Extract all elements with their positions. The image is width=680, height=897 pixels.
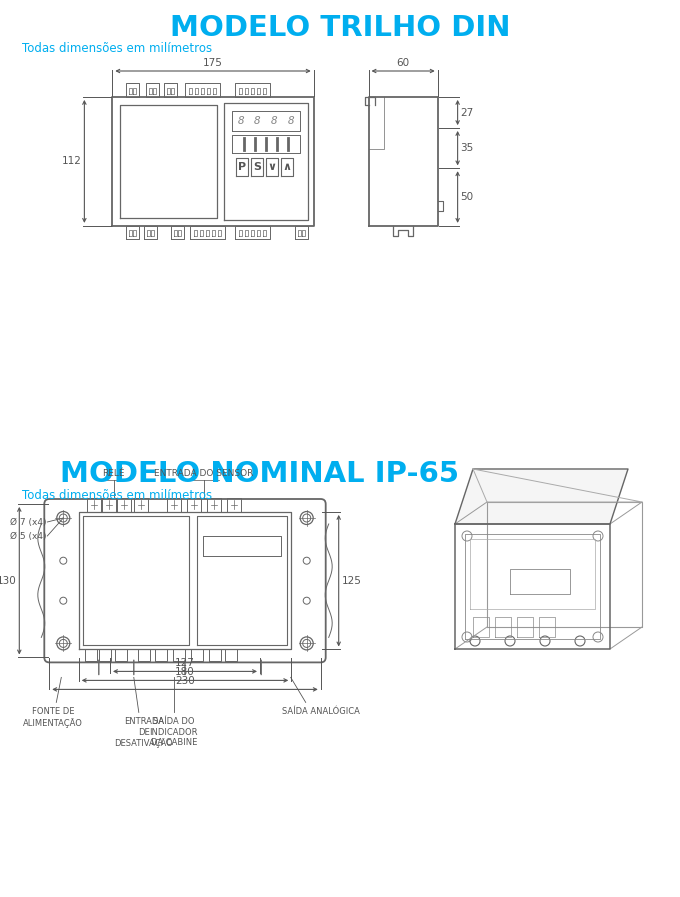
Text: RELÉ: RELÉ [103, 469, 125, 478]
Text: S: S [253, 162, 261, 172]
Text: 125: 125 [341, 576, 362, 586]
Text: 50: 50 [460, 192, 474, 202]
Text: 60: 60 [396, 58, 409, 68]
Text: 8: 8 [271, 116, 278, 126]
Text: FONTE DE
ALIMENTAÇÃO: FONTE DE ALIMENTAÇÃO [23, 708, 83, 727]
Text: ENTRADA
DE
DESATIVAÇÃO: ENTRADA DE DESATIVAÇÃO [114, 718, 173, 748]
Text: 8: 8 [288, 116, 294, 126]
Text: SAÍDA ANALÓGICA: SAÍDA ANALÓGICA [282, 708, 360, 717]
Text: 127: 127 [175, 658, 195, 668]
Text: 180: 180 [175, 667, 195, 677]
Text: 230: 230 [175, 676, 195, 686]
Text: 130: 130 [0, 576, 16, 586]
Text: ∨: ∨ [267, 162, 276, 172]
Text: Todas dimensões em milímetros: Todas dimensões em milímetros [22, 489, 212, 502]
FancyBboxPatch shape [44, 499, 326, 662]
Text: 27: 27 [460, 108, 474, 118]
Text: Ø 5 (x4): Ø 5 (x4) [10, 532, 46, 541]
Text: ENTRADA DO SENSOR: ENTRADA DO SENSOR [154, 469, 254, 478]
Text: 175: 175 [203, 58, 223, 68]
Text: Ø 7 (x4): Ø 7 (x4) [10, 518, 46, 527]
Text: 8: 8 [237, 116, 244, 126]
Text: ∧: ∧ [282, 162, 291, 172]
Text: 112: 112 [61, 156, 82, 167]
Text: MODELO NOMINAL IP-65: MODELO NOMINAL IP-65 [61, 460, 460, 488]
Text: Todas dimensões em milímetros: Todas dimensões em milímetros [22, 42, 212, 55]
Text: P: P [238, 162, 246, 172]
Polygon shape [455, 469, 628, 524]
Text: 35: 35 [460, 144, 474, 153]
Text: MODELO TRILHO DIN: MODELO TRILHO DIN [170, 14, 510, 42]
Text: SAÍDA DO
INDICADOR
DA CABINE: SAÍDA DO INDICADOR DA CABINE [150, 718, 198, 747]
Text: 8: 8 [254, 116, 261, 126]
